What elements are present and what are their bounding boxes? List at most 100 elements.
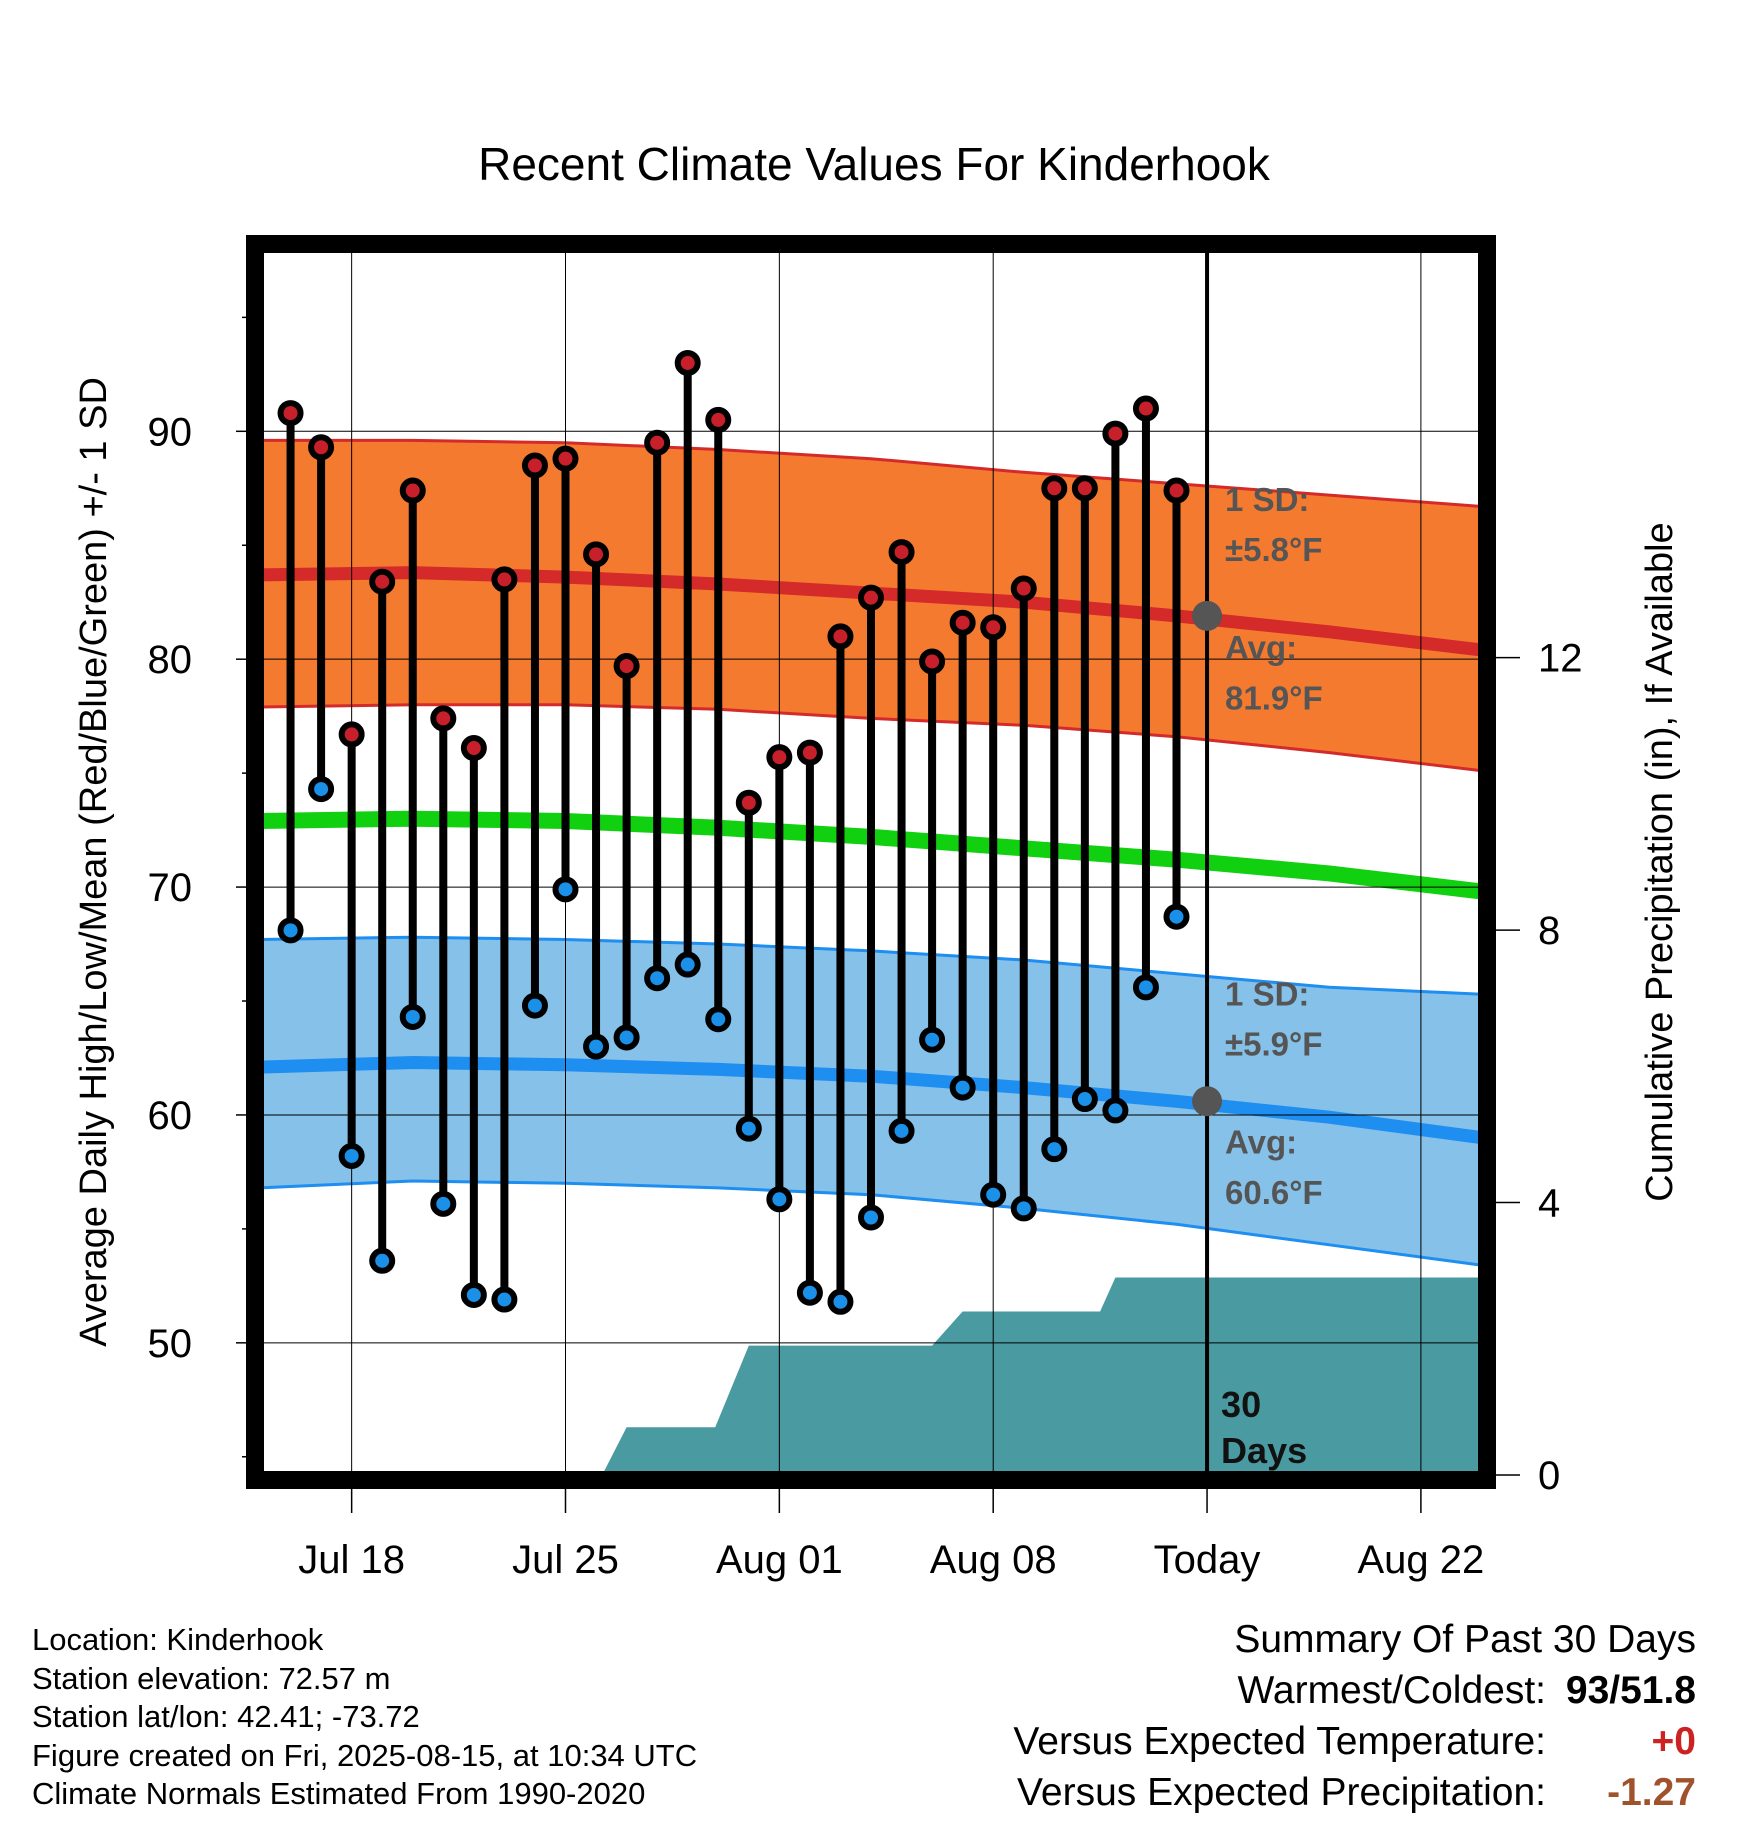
latlon-text: Station lat/lon: 42.41; -73.72 [32,1699,420,1734]
low-point [399,1003,426,1030]
high-point [521,452,548,479]
high-point [644,429,671,456]
today-high-avg-marker [1192,600,1223,631]
low-point [583,1033,610,1060]
low-point [796,1279,823,1306]
high-point [1010,575,1037,602]
x-tick-label: Today [1154,1538,1261,1582]
low-point [827,1288,854,1315]
low-point [491,1286,518,1313]
x-tick-label: Jul 18 [298,1538,405,1582]
location-text: Location: Kinderhook [32,1622,324,1657]
low-sd-label: 1 SD: [1225,976,1309,1013]
high-point [796,739,823,766]
precip-vs-expected-value: -1.27 [1607,1771,1696,1814]
high-point [888,539,915,566]
low-point [705,1006,732,1033]
high-point [460,735,487,762]
precip-vs-expected-label: Versus Expected Precipitation: [1017,1771,1546,1814]
high-point [705,406,732,433]
precip-area [602,1277,1482,1475]
low-avg-label: Avg: [1225,1124,1297,1161]
high-point [858,584,884,611]
high-point [919,648,946,675]
low-point [949,1074,976,1101]
x-axis-title: Day [838,1599,909,1600]
high-sd-value: ±5.8°F [1225,531,1322,568]
low-point [735,1115,762,1142]
high-sd-label: 1 SD: [1225,481,1309,518]
low-point [460,1281,487,1308]
y-axis-title: Average Daily High/Low/Mean (Red/Blue/Gr… [73,377,115,1347]
y2-tick-label: 0 [1538,1454,1560,1498]
summary-panel: Summary Of Past 30 Days Warmest/Coldest:… [796,1618,1696,1822]
high-avg-value: 81.9°F [1225,679,1323,716]
low-point [888,1117,915,1144]
low-point [858,1204,884,1231]
y2-axis-title: Cumulative Precipitation (in), If Availa… [1639,522,1681,1201]
low-point [552,876,579,903]
warmest-value: 93/51.8 [1565,1669,1696,1712]
low-point [980,1181,1007,1208]
summary-title: Summary Of Past 30 Days [1234,1618,1696,1661]
low-point [308,776,335,803]
high-point [1163,477,1190,504]
y-tick-label: 70 [148,866,193,910]
high-point [430,705,457,732]
high-point [1071,475,1098,502]
low-point [613,1024,640,1051]
high-avg-label: Avg: [1225,629,1297,666]
x-tick-label: Jul 25 [512,1538,619,1582]
low-point [1010,1195,1037,1222]
low-sd-value: ±5.9°F [1225,1026,1322,1063]
low-point [369,1247,396,1274]
x-tick-label: Aug 22 [1358,1538,1485,1582]
y-tick-label: 90 [148,410,193,454]
low-point [1041,1136,1068,1163]
elevation-text: Station elevation: 72.57 m [32,1660,391,1696]
high-point [1041,475,1068,502]
high-point [1102,420,1129,447]
x-tick-label: Aug 08 [930,1538,1057,1582]
chart-title: Recent Climate Values For Kinderhook [478,138,1271,190]
low-point [919,1026,946,1053]
plot-frame [246,235,1496,1489]
y-tick-label: 60 [148,1094,193,1138]
high-point [308,434,335,461]
today-low-avg-marker [1192,1086,1223,1117]
temp-vs-expected-value: +0 [1651,1720,1696,1763]
y2-tick-label: 12 [1538,637,1583,681]
high-point [949,609,976,636]
low-point [1163,903,1190,930]
days-word-label: Days [1221,1430,1307,1471]
high-point [583,541,610,568]
created-text: Figure created on Fri, 2025-08-15, at 10… [32,1737,698,1773]
low-point [277,917,304,944]
low-point [430,1190,457,1217]
high-point [1132,395,1159,422]
high-point [980,614,1007,641]
warmest-label: Warmest/Coldest: [1237,1669,1546,1712]
low-avg-value: 60.6°F [1225,1174,1323,1211]
normals-text: Climate Normals Estimated From 1990-2020 [32,1776,646,1811]
station-info: Location: Kinderhook Station elevation: … [32,1621,697,1814]
high-point [613,653,640,680]
low-point [338,1142,365,1169]
days-count-label: 30 [1221,1384,1261,1425]
y2-tick-label: 8 [1538,909,1560,953]
low-point [1102,1097,1129,1124]
high-sd-upper-line [260,438,1482,508]
high-point [491,566,518,593]
high-point [277,400,304,427]
low-point [766,1186,793,1213]
y-tick-label: 50 [148,1322,193,1366]
high-point [674,349,701,376]
y2-tick-label: 4 [1538,1182,1560,1226]
high-point [338,721,365,748]
low-point [521,992,548,1019]
high-point [766,744,793,771]
high-point [399,477,426,504]
high-point [735,789,762,816]
low-point [644,965,671,992]
temp-vs-expected-label: Versus Expected Temperature: [1013,1720,1546,1763]
